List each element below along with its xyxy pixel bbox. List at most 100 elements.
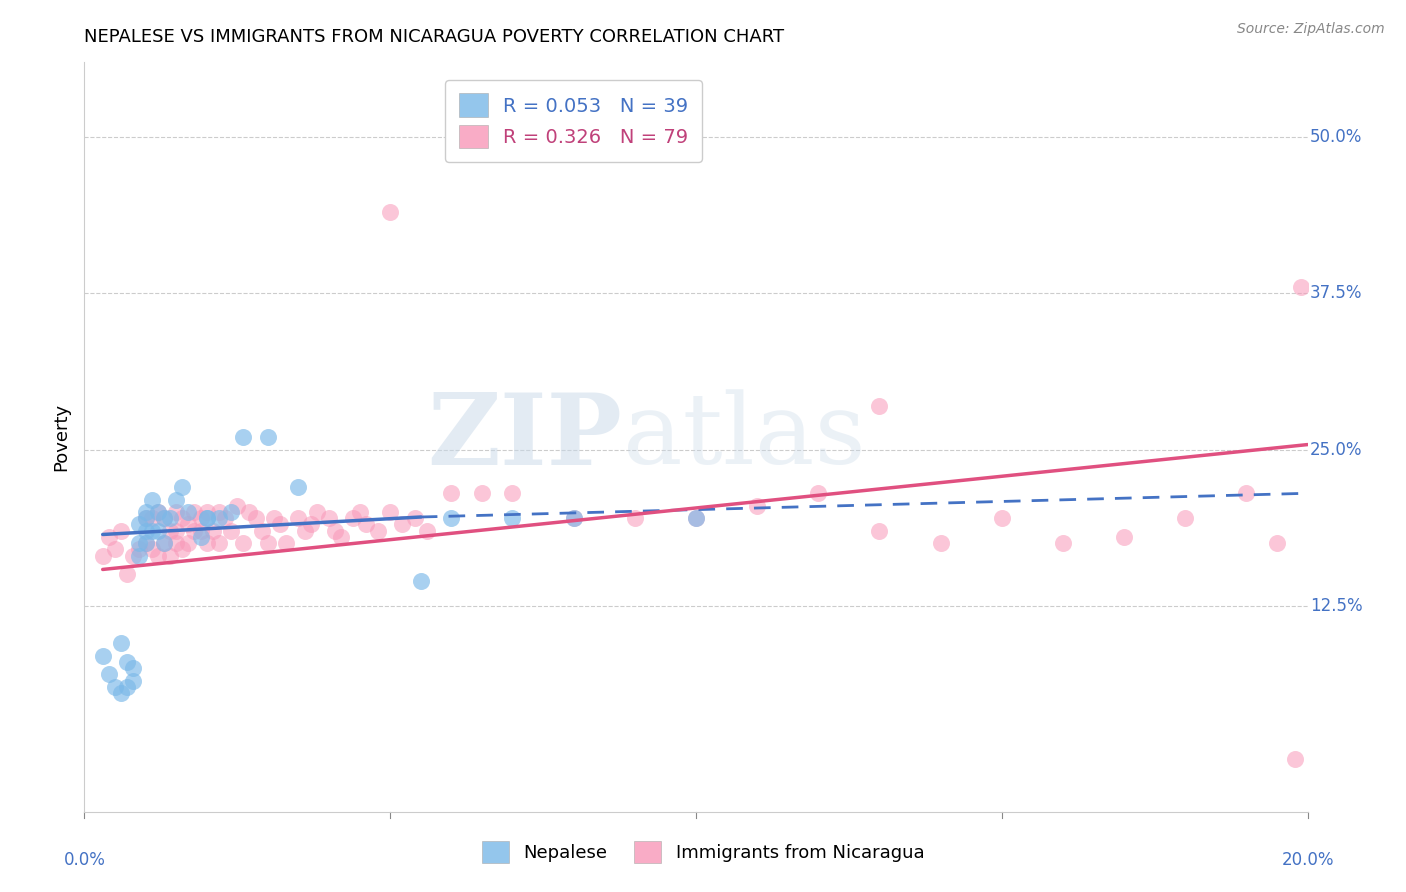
Point	[294, 524, 316, 538]
Point	[165, 505, 187, 519]
Point	[159, 549, 181, 563]
Point	[263, 511, 285, 525]
Point	[409, 574, 432, 588]
Text: atlas: atlas	[623, 389, 865, 485]
Point	[299, 517, 322, 532]
Point	[183, 505, 205, 519]
Y-axis label: Poverty: Poverty	[52, 403, 70, 471]
Point	[991, 511, 1014, 525]
Point	[624, 511, 647, 525]
Point	[141, 542, 163, 557]
Text: 50.0%: 50.0%	[1310, 128, 1362, 146]
Text: 12.5%: 12.5%	[1310, 597, 1362, 615]
Point	[177, 505, 200, 519]
Legend: Nepalese, Immigrants from Nicaragua: Nepalese, Immigrants from Nicaragua	[471, 830, 935, 874]
Point	[208, 511, 231, 525]
Point	[91, 648, 114, 663]
Point	[502, 486, 524, 500]
Point	[141, 524, 163, 538]
Point	[416, 524, 439, 538]
Point	[115, 655, 138, 669]
Point	[153, 536, 176, 550]
Point	[104, 542, 127, 557]
Point	[330, 530, 353, 544]
Point	[214, 511, 236, 525]
Point	[153, 536, 176, 550]
Point	[153, 511, 176, 525]
Point	[380, 205, 402, 219]
Point	[219, 524, 242, 538]
Point	[391, 517, 413, 532]
Point	[195, 511, 218, 525]
Point	[685, 511, 707, 525]
Point	[257, 430, 280, 444]
Point	[172, 511, 194, 525]
Point	[110, 636, 132, 650]
Point	[257, 536, 280, 550]
Point	[562, 511, 585, 525]
Point	[685, 511, 707, 525]
Point	[276, 536, 298, 550]
Text: 37.5%: 37.5%	[1310, 285, 1362, 302]
Point	[929, 536, 952, 550]
Point	[97, 667, 120, 681]
Point	[287, 511, 309, 525]
Point	[122, 673, 145, 688]
Point	[354, 517, 377, 532]
Point	[190, 524, 212, 538]
Point	[380, 505, 402, 519]
Point	[183, 524, 205, 538]
Point	[869, 399, 891, 413]
Point	[1265, 536, 1288, 550]
Point	[190, 530, 212, 544]
Point	[159, 524, 181, 538]
Point	[404, 511, 426, 525]
Point	[269, 517, 291, 532]
Point	[128, 542, 150, 557]
Point	[318, 511, 340, 525]
Point	[1284, 752, 1306, 766]
Point	[367, 524, 389, 538]
Point	[135, 511, 157, 525]
Text: Source: ZipAtlas.com: Source: ZipAtlas.com	[1237, 22, 1385, 37]
Point	[122, 549, 145, 563]
Point	[440, 486, 463, 500]
Point	[172, 542, 194, 557]
Point	[135, 524, 157, 538]
Point	[104, 680, 127, 694]
Point	[1236, 486, 1258, 500]
Point	[245, 511, 267, 525]
Point	[195, 505, 218, 519]
Point	[440, 511, 463, 525]
Point	[305, 505, 328, 519]
Point	[177, 536, 200, 550]
Point	[110, 686, 132, 700]
Point	[128, 536, 150, 550]
Point	[219, 505, 242, 519]
Point	[146, 524, 169, 538]
Point	[471, 486, 494, 500]
Point	[287, 480, 309, 494]
Point	[1174, 511, 1197, 525]
Point	[195, 536, 218, 550]
Point	[201, 524, 224, 538]
Point	[502, 511, 524, 525]
Point	[1114, 530, 1136, 544]
Point	[208, 505, 231, 519]
Point	[869, 524, 891, 538]
Point	[135, 536, 157, 550]
Point	[1291, 280, 1313, 294]
Point	[250, 524, 273, 538]
Point	[110, 524, 132, 538]
Point	[97, 530, 120, 544]
Point	[165, 536, 187, 550]
Point	[135, 505, 157, 519]
Point	[141, 511, 163, 525]
Point	[807, 486, 830, 500]
Point	[146, 505, 169, 519]
Point	[172, 480, 194, 494]
Point	[226, 499, 249, 513]
Legend: R = 0.053   N = 39, R = 0.326   N = 79: R = 0.053 N = 39, R = 0.326 N = 79	[446, 79, 702, 162]
Text: 25.0%: 25.0%	[1310, 441, 1362, 458]
Text: 0.0%: 0.0%	[63, 851, 105, 869]
